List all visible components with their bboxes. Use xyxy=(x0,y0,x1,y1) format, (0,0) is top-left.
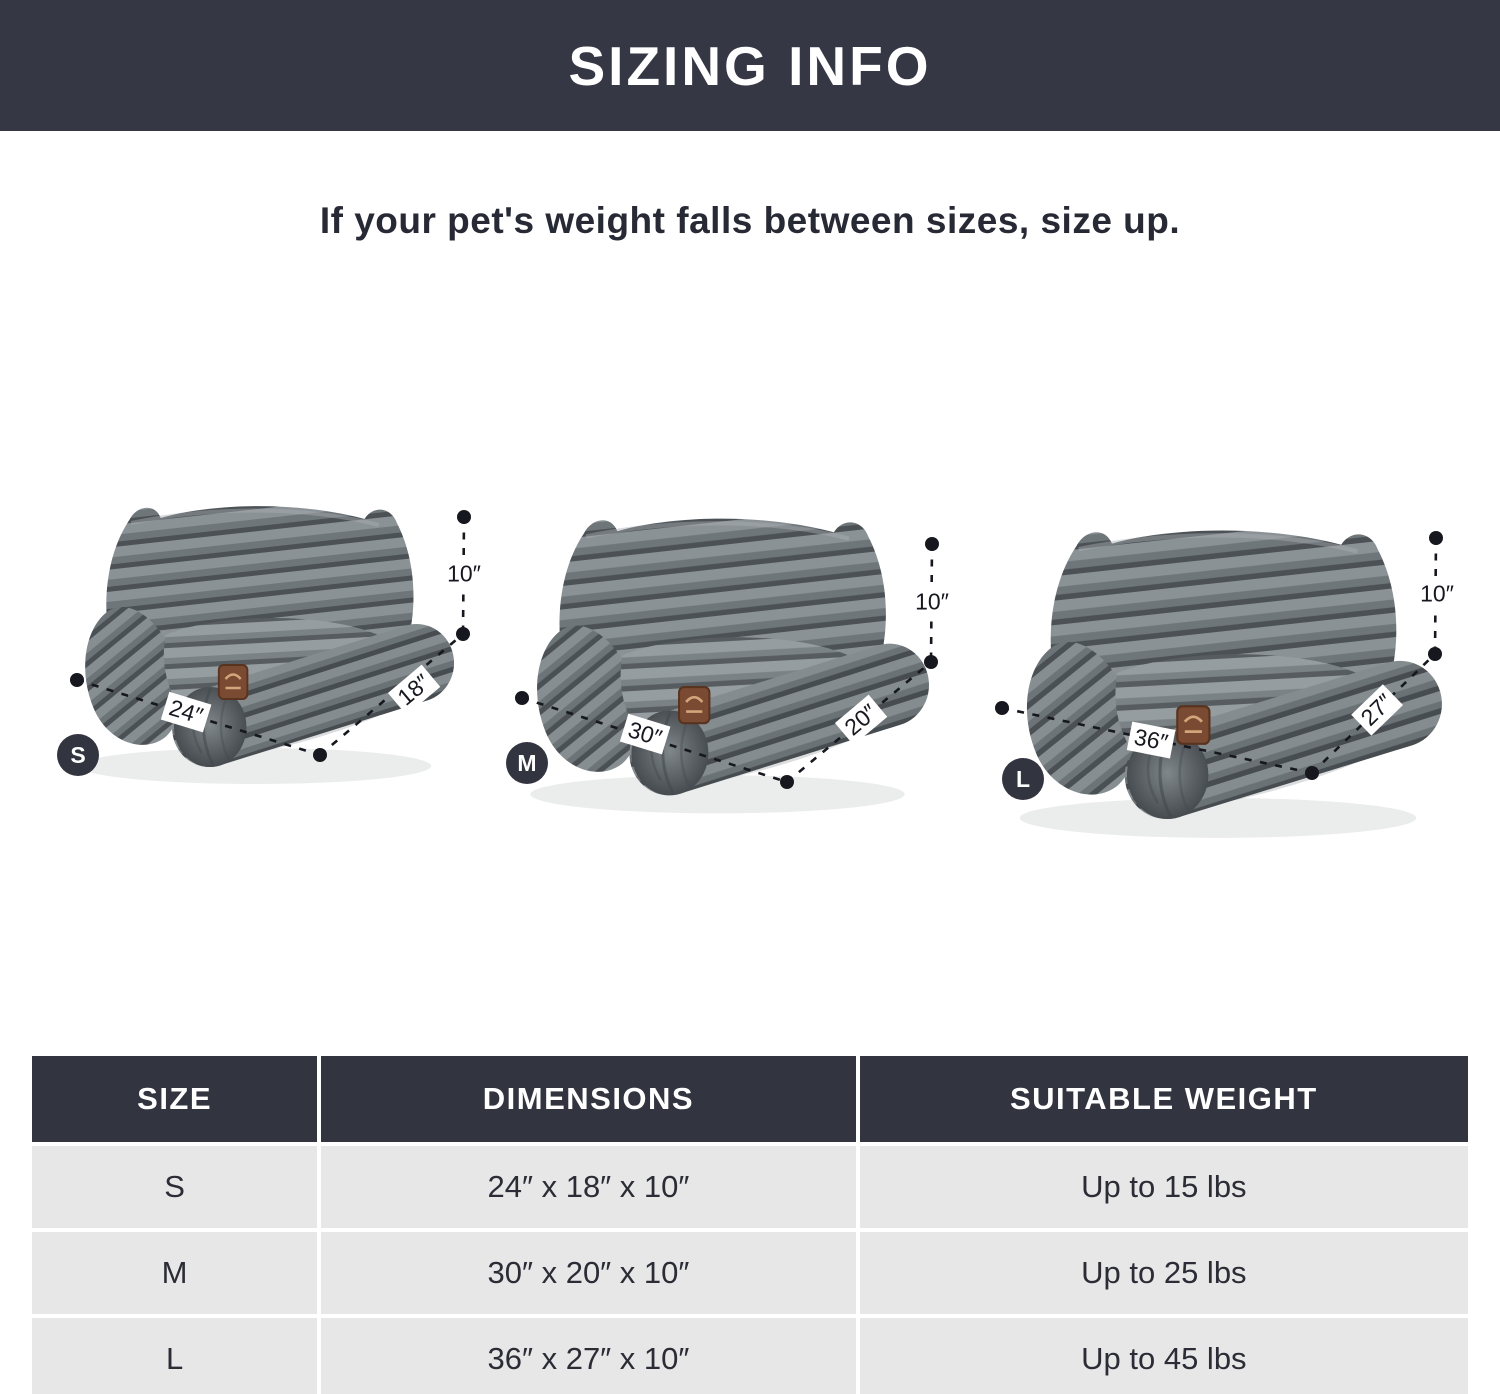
height-dimension-label: 10″ xyxy=(1415,579,1459,609)
size-figure-s: 24″ 18″ 10″ S xyxy=(40,460,490,795)
size-badge-s: S xyxy=(57,734,99,776)
dimension-lines xyxy=(70,510,471,762)
table-row: L 36″ x 27″ x 10″ Up to 45 lbs xyxy=(32,1314,1468,1394)
cell-dimensions: 24″ x 18″ x 10″ xyxy=(317,1142,858,1230)
cell-weight: Up to 25 lbs xyxy=(855,1228,1468,1316)
size-figure-l: 36″ 27″ 10″ L xyxy=(985,480,1490,870)
sizing-note: If your pet's weight falls between sizes… xyxy=(319,200,1181,241)
dimension-lines xyxy=(515,537,939,789)
table-row: M 30″ x 20″ x 10″ Up to 25 lbs xyxy=(32,1228,1468,1316)
cell-dimensions: 36″ x 27″ x 10″ xyxy=(317,1314,858,1394)
dimension-lines xyxy=(995,531,1443,780)
height-dimension-label: 10″ xyxy=(910,587,954,617)
cell-dimensions: 30″ x 20″ x 10″ xyxy=(317,1228,858,1316)
column-header-weight: SUITABLE WEIGHT xyxy=(855,1056,1468,1144)
cell-size: L xyxy=(32,1314,320,1394)
size-badge-m: M xyxy=(506,742,548,784)
cell-size: S xyxy=(32,1142,320,1230)
column-header-dimensions: DIMENSIONS xyxy=(317,1056,858,1144)
header-bar: SIZING INFO xyxy=(0,0,1500,131)
cell-size: M xyxy=(32,1228,320,1316)
size-badge-l: L xyxy=(1002,758,1044,800)
size-figure-m: 30″ 20″ 10″ M xyxy=(495,470,965,840)
table-row: S 24″ x 18″ x 10″ Up to 15 lbs xyxy=(32,1142,1468,1230)
table-header-row: SIZE DIMENSIONS SUITABLE WEIGHT xyxy=(32,1056,1468,1144)
cell-weight: Up to 15 lbs xyxy=(855,1142,1468,1230)
cell-weight: Up to 45 lbs xyxy=(855,1314,1468,1394)
sizing-table: SIZE DIMENSIONS SUITABLE WEIGHT S 24″ x … xyxy=(32,1056,1468,1394)
page-title: SIZING INFO xyxy=(568,34,932,97)
column-header-size: SIZE xyxy=(32,1056,320,1144)
height-dimension-label: 10″ xyxy=(442,559,486,589)
